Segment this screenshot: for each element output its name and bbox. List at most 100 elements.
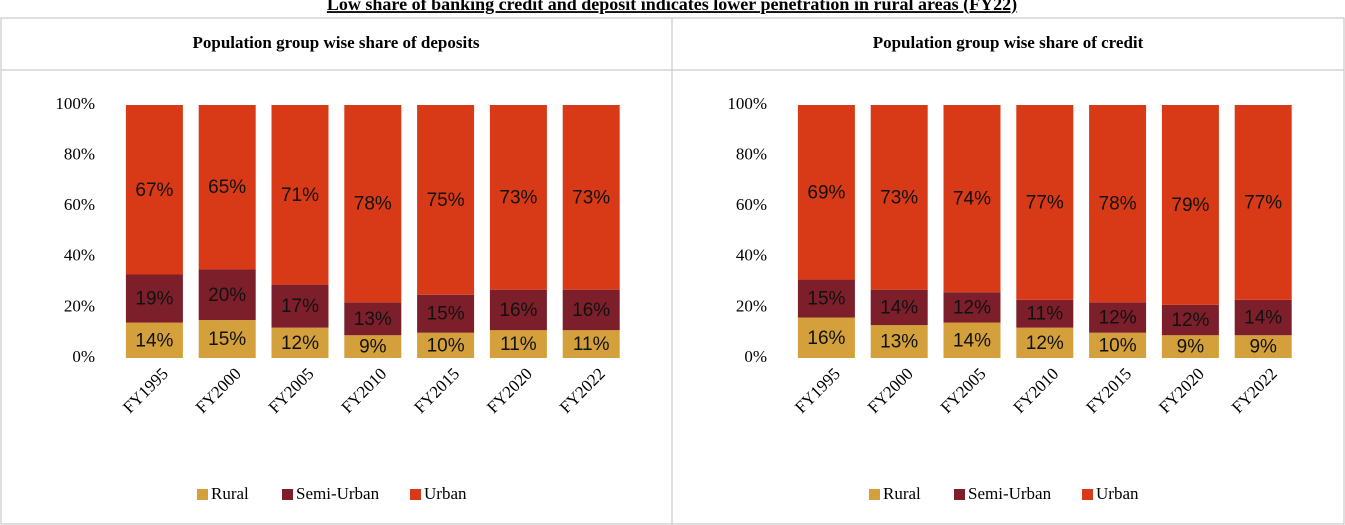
bar-segment — [1016, 105, 1074, 300]
data-label: 15% — [208, 329, 246, 350]
data-label: 78% — [1099, 194, 1137, 215]
bar-segment — [344, 105, 402, 303]
x-tick-label: FY1995 — [119, 364, 172, 417]
bar-segment — [562, 105, 620, 290]
y-tick-label: 20% — [64, 296, 95, 315]
data-label: 9% — [359, 337, 387, 358]
data-label: 77% — [1244, 192, 1282, 213]
x-tick-label: FY2005 — [265, 364, 318, 417]
bar-segment — [562, 330, 620, 358]
bar-segment — [489, 330, 547, 358]
bar-segment — [489, 289, 547, 331]
legend-swatch — [954, 489, 965, 500]
bar-segment — [344, 335, 402, 358]
bar-segment — [943, 322, 1001, 358]
data-label: 12% — [953, 297, 991, 318]
bar-segment — [417, 294, 475, 333]
data-label: 65% — [208, 177, 246, 198]
bar-segment — [1016, 327, 1074, 358]
y-tick-label: 100% — [55, 94, 95, 113]
data-label: 67% — [135, 180, 173, 201]
data-label: 19% — [135, 289, 173, 310]
data-label: 16% — [499, 300, 537, 321]
data-label: 11% — [1026, 304, 1063, 325]
bar-segment — [417, 332, 475, 358]
legend-swatch — [1082, 489, 1093, 500]
data-label: 69% — [807, 182, 845, 203]
legend-label: Semi-Urban — [296, 484, 380, 503]
data-label: 71% — [281, 185, 319, 206]
x-tick-label: FY2020 — [1155, 364, 1208, 417]
bar-segment — [797, 105, 855, 280]
bar-segment — [870, 325, 928, 358]
data-label: 16% — [572, 300, 610, 321]
bar-segment — [125, 105, 183, 275]
x-tick-label: FY2000 — [864, 364, 917, 417]
data-label: 14% — [953, 330, 991, 351]
x-tick-label: FY2015 — [1082, 364, 1135, 417]
bar-segment — [870, 105, 928, 290]
data-label: 13% — [880, 332, 918, 353]
bar-segment — [271, 327, 329, 358]
data-label: 12% — [1026, 333, 1064, 354]
data-label: 12% — [281, 333, 319, 354]
legend-label: Semi-Urban — [968, 484, 1052, 503]
data-label: 13% — [354, 309, 392, 330]
data-label: 11% — [500, 334, 537, 355]
y-tick-label: 60% — [736, 195, 767, 214]
legend-label: Rural — [883, 484, 921, 503]
bar-segment — [125, 274, 183, 323]
x-tick-label: FY2010 — [338, 364, 391, 417]
page-title: Low share of banking credit and deposit … — [327, 0, 1017, 15]
bar-segment — [943, 292, 1001, 323]
x-tick-label: FY2022 — [1228, 364, 1281, 417]
data-label: 75% — [427, 190, 465, 211]
bar-segment — [1016, 299, 1074, 328]
data-label: 15% — [427, 304, 465, 325]
x-tick-label: FY2020 — [483, 364, 536, 417]
data-label: 14% — [880, 297, 918, 318]
legend-swatch — [410, 489, 421, 500]
bar-segment — [198, 269, 256, 321]
bar-segment — [797, 279, 855, 318]
data-label: 77% — [1026, 192, 1064, 213]
data-label: 10% — [1099, 335, 1137, 356]
y-tick-label: 40% — [64, 246, 95, 265]
bar-segment — [271, 105, 329, 285]
data-label: 14% — [1244, 308, 1282, 329]
legend-swatch — [282, 489, 293, 500]
data-label: 79% — [1171, 195, 1209, 216]
bar-segment — [943, 105, 1001, 293]
bar-segment — [1161, 304, 1219, 336]
x-tick-label: FY2005 — [937, 364, 990, 417]
data-label: 78% — [354, 194, 392, 215]
y-tick-label: 80% — [64, 145, 95, 164]
bar-segment — [1234, 299, 1292, 336]
data-label: 12% — [1099, 308, 1137, 329]
data-label: 17% — [281, 296, 319, 317]
bar-segment — [562, 289, 620, 331]
bar-segment — [797, 317, 855, 358]
data-label: 12% — [1171, 310, 1209, 331]
data-label: 11% — [573, 334, 610, 355]
data-label: 74% — [953, 189, 991, 210]
y-tick-label: 80% — [736, 145, 767, 164]
y-tick-label: 100% — [727, 94, 767, 113]
data-label: 9% — [1177, 337, 1205, 358]
data-label: 73% — [880, 187, 918, 208]
y-tick-label: 20% — [736, 296, 767, 315]
y-tick-label: 60% — [64, 195, 95, 214]
legend-label: Rural — [211, 484, 249, 503]
x-tick-label: FY1995 — [791, 364, 844, 417]
data-label: 14% — [135, 330, 173, 351]
bar-segment — [1089, 302, 1147, 333]
legend-swatch — [869, 489, 880, 500]
bar-segment — [271, 284, 329, 328]
bar-segment — [1161, 105, 1219, 305]
legend-label: Urban — [1096, 484, 1139, 503]
data-label: 9% — [1249, 337, 1277, 358]
x-tick-label: FY2000 — [192, 364, 245, 417]
bar-segment — [1089, 105, 1147, 303]
